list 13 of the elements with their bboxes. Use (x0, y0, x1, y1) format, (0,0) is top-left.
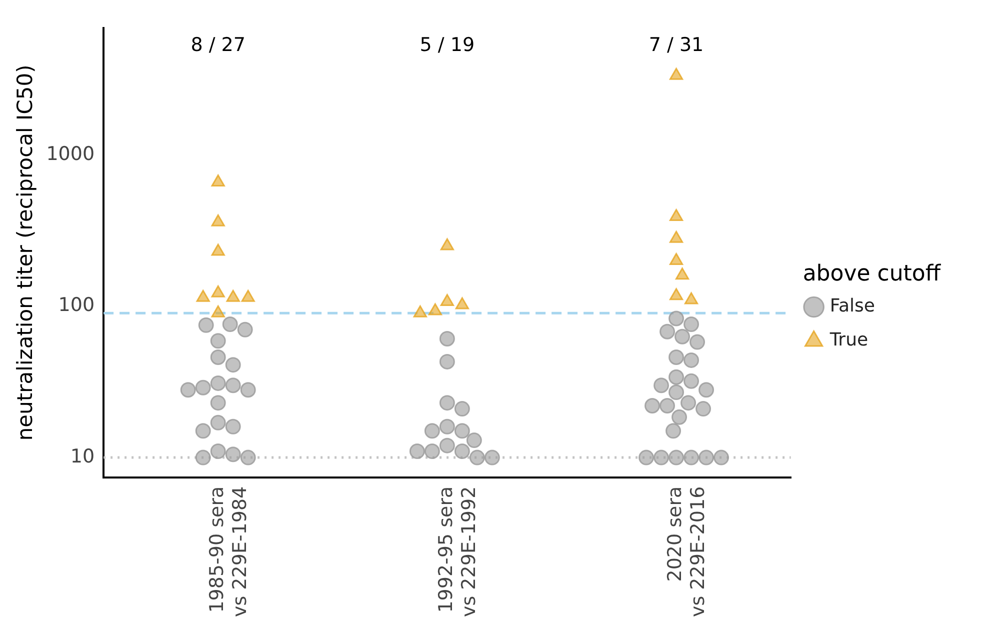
annotation: 7 / 31 (648, 34, 704, 56)
legend-label: False (830, 296, 876, 317)
legend-title: above cutoff (802, 262, 942, 287)
y-tick-label: 1000 (46, 142, 95, 165)
y-tick-label: 100 (58, 294, 95, 316)
y-axis-title: neutralization titer (reciprocal IC50) (13, 64, 38, 441)
x-tick-label: 2020 sera vs 229E-2016 (664, 486, 710, 618)
x-tick-label: 1985-90 sera vs 229E-1984 (206, 486, 251, 618)
annotation: 8 / 27 (190, 34, 246, 56)
y-tick-label: 10 (70, 445, 95, 468)
x-tick-label: 1992-95 sera vs 229E-1992 (435, 486, 480, 618)
legend-label: True (828, 330, 868, 351)
annotation: 5 / 19 (420, 34, 475, 56)
